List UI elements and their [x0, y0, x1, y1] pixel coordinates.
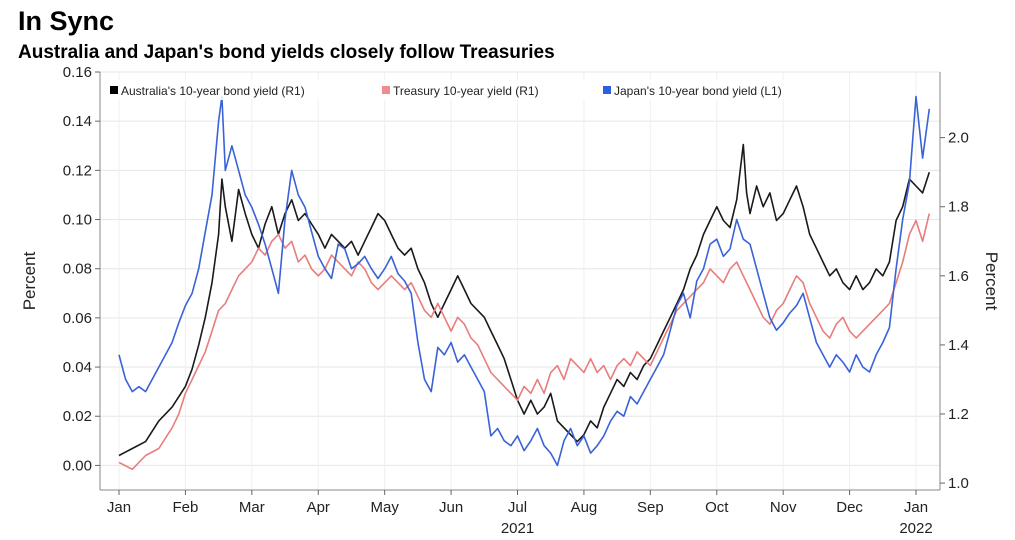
- series-lines: [118, 95, 931, 471]
- right-axis-title: Percent: [982, 252, 1001, 311]
- x-tick-label: Oct: [705, 499, 729, 516]
- gridlines: [100, 71, 940, 490]
- legend: Australia's 10-year bond yield (R1) Treas…: [104, 80, 844, 100]
- left-tick-label: 0.10: [63, 212, 92, 229]
- left-tick-label: 0.06: [63, 310, 92, 327]
- right-tick-label: 1.6: [948, 268, 969, 285]
- legend-swatch: [382, 86, 390, 94]
- x-tick-label: Sep: [637, 499, 664, 516]
- x-tick-label: Jan: [904, 499, 928, 516]
- left-tick-label: 0.00: [63, 457, 92, 474]
- x-year-label: 2021: [501, 520, 534, 537]
- left-tick-label: 0.14: [63, 113, 92, 130]
- page-subtitle: Australia and Japan's bond yields closel…: [18, 42, 555, 63]
- right-tick-label: 2.0: [948, 130, 969, 147]
- legend-background: [104, 80, 844, 100]
- legend-label: Australia's 10-year bond yield (R1): [121, 84, 305, 98]
- right-tick-label: 1.2: [948, 406, 969, 423]
- x-tick-label: Nov: [770, 499, 797, 516]
- x-tick-label: Dec: [836, 499, 863, 516]
- x-tick-label: Jan: [107, 499, 131, 516]
- left-axis-title: Percent: [20, 251, 39, 310]
- left-tick-label: 0.08: [63, 261, 92, 278]
- x-tick-label: Apr: [307, 499, 330, 516]
- x-tick-label: Jul: [508, 499, 527, 516]
- x-tick-label: Aug: [571, 499, 598, 516]
- right-tick-label: 1.4: [948, 337, 969, 354]
- left-tick-label: 0.16: [63, 64, 92, 81]
- legend-label: Japan's 10-year bond yield (L1): [614, 84, 782, 98]
- left-tick-label: 0.12: [63, 162, 92, 179]
- x-tick-label: Feb: [172, 499, 198, 516]
- right-tick-label: 1.0: [948, 475, 969, 492]
- series-line-1: [118, 143, 931, 457]
- right-tick-label: 1.8: [948, 199, 969, 216]
- series-line-2: [118, 213, 931, 471]
- series-line-3: [118, 95, 931, 467]
- x-year-label: 2022: [899, 520, 932, 537]
- legend-swatch: [603, 86, 611, 94]
- left-tick-label: 0.04: [63, 359, 92, 376]
- left-tick-label: 0.02: [63, 408, 92, 425]
- legend-label: Treasury 10-year yield (R1): [393, 84, 539, 98]
- legend-swatch: [110, 86, 118, 94]
- x-tick-label: Jun: [439, 499, 463, 516]
- page-title: In Sync: [18, 6, 115, 36]
- x-tick-label: Mar: [239, 499, 265, 516]
- axes: 0.00 0.02 0.04 0.06 0.08 0.10 0.12 0.14 0.16 1.0 1…: [20, 64, 1001, 537]
- x-tick-label: May: [370, 499, 399, 516]
